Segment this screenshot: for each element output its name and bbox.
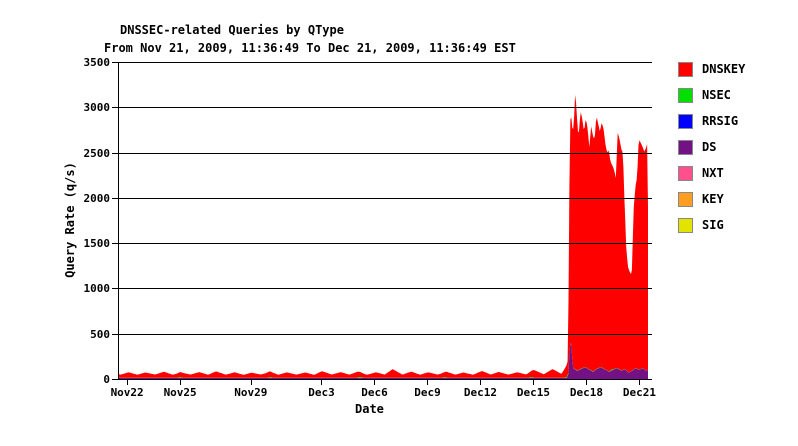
chart-subtitle: From Nov 21, 2009, 11:36:49 To Dec 21, 2…	[104, 41, 516, 55]
legend-label-key: KEY	[702, 192, 724, 206]
legend-row-rrsig: RRSIG	[678, 113, 745, 129]
legend-swatch-ds	[678, 139, 693, 155]
legend-swatch-nxt	[678, 165, 693, 181]
legend-row-key: KEY	[678, 191, 745, 207]
y-tick-label-2000: 2000	[83, 191, 111, 205]
chart-title: DNSSEC-related Queries by QType	[120, 23, 344, 37]
y-tick-label-3500: 3500	[83, 56, 111, 69]
x-tick-label-dec6: Dec6	[361, 386, 388, 399]
legend-label-nxt: NXT	[702, 166, 724, 180]
y-tick-label-3000: 3000	[83, 101, 111, 115]
x-tick-label-nov29: Nov29	[234, 386, 268, 399]
y-tick-label-2500: 2500	[83, 146, 111, 160]
legend: DNSKEY NSEC RRSIG DS NXT KEY SIG	[678, 61, 746, 244]
legend-row-ds: DS	[678, 139, 745, 155]
legend-row-dnskey: DNSKEY	[678, 61, 746, 77]
x-tick-label-dec21: Dec21	[622, 386, 657, 399]
legend-swatch-key	[678, 191, 693, 207]
legend-label-rrsig: RRSIG	[702, 114, 739, 128]
x-tick-label-dec15: Dec15	[516, 386, 551, 399]
area-dnskey	[118, 95, 648, 378]
legend-label-nsec: NSEC	[702, 88, 731, 102]
legend-row-sig: SIG	[678, 217, 745, 233]
legend-label-ds: DS	[702, 140, 717, 154]
y-tick-label-500: 500	[90, 327, 110, 341]
legend-label-sig: SIG	[702, 218, 724, 232]
x-tick-label-dec12: Dec12	[463, 386, 498, 399]
legend-row-nxt: NXT	[678, 165, 745, 181]
legend-swatch-rrsig	[678, 113, 693, 129]
legend-swatch-nsec	[678, 87, 693, 103]
x-tick-label-dec18: Dec18	[569, 386, 604, 399]
legend-swatch-sig	[678, 217, 693, 233]
x-tick-label-dec3: Dec3	[308, 386, 335, 399]
legend-row-nsec: NSEC	[678, 87, 745, 103]
x-tick-label-nov22: Nov22	[110, 386, 144, 399]
area-ds	[118, 343, 648, 379]
y-tick-label-1000: 1000	[83, 282, 111, 296]
legend-label-dnskey: DNSKEY	[702, 62, 746, 76]
y-tick-label-1500: 1500	[83, 237, 111, 251]
x-axis-label: Date	[355, 402, 384, 416]
x-tick-label-dec9: Dec9	[414, 386, 441, 399]
legend-swatch-dnskey	[678, 61, 693, 77]
y-tick-label-0: 0	[103, 373, 110, 386]
x-tick-label-nov25: Nov25	[163, 386, 197, 399]
